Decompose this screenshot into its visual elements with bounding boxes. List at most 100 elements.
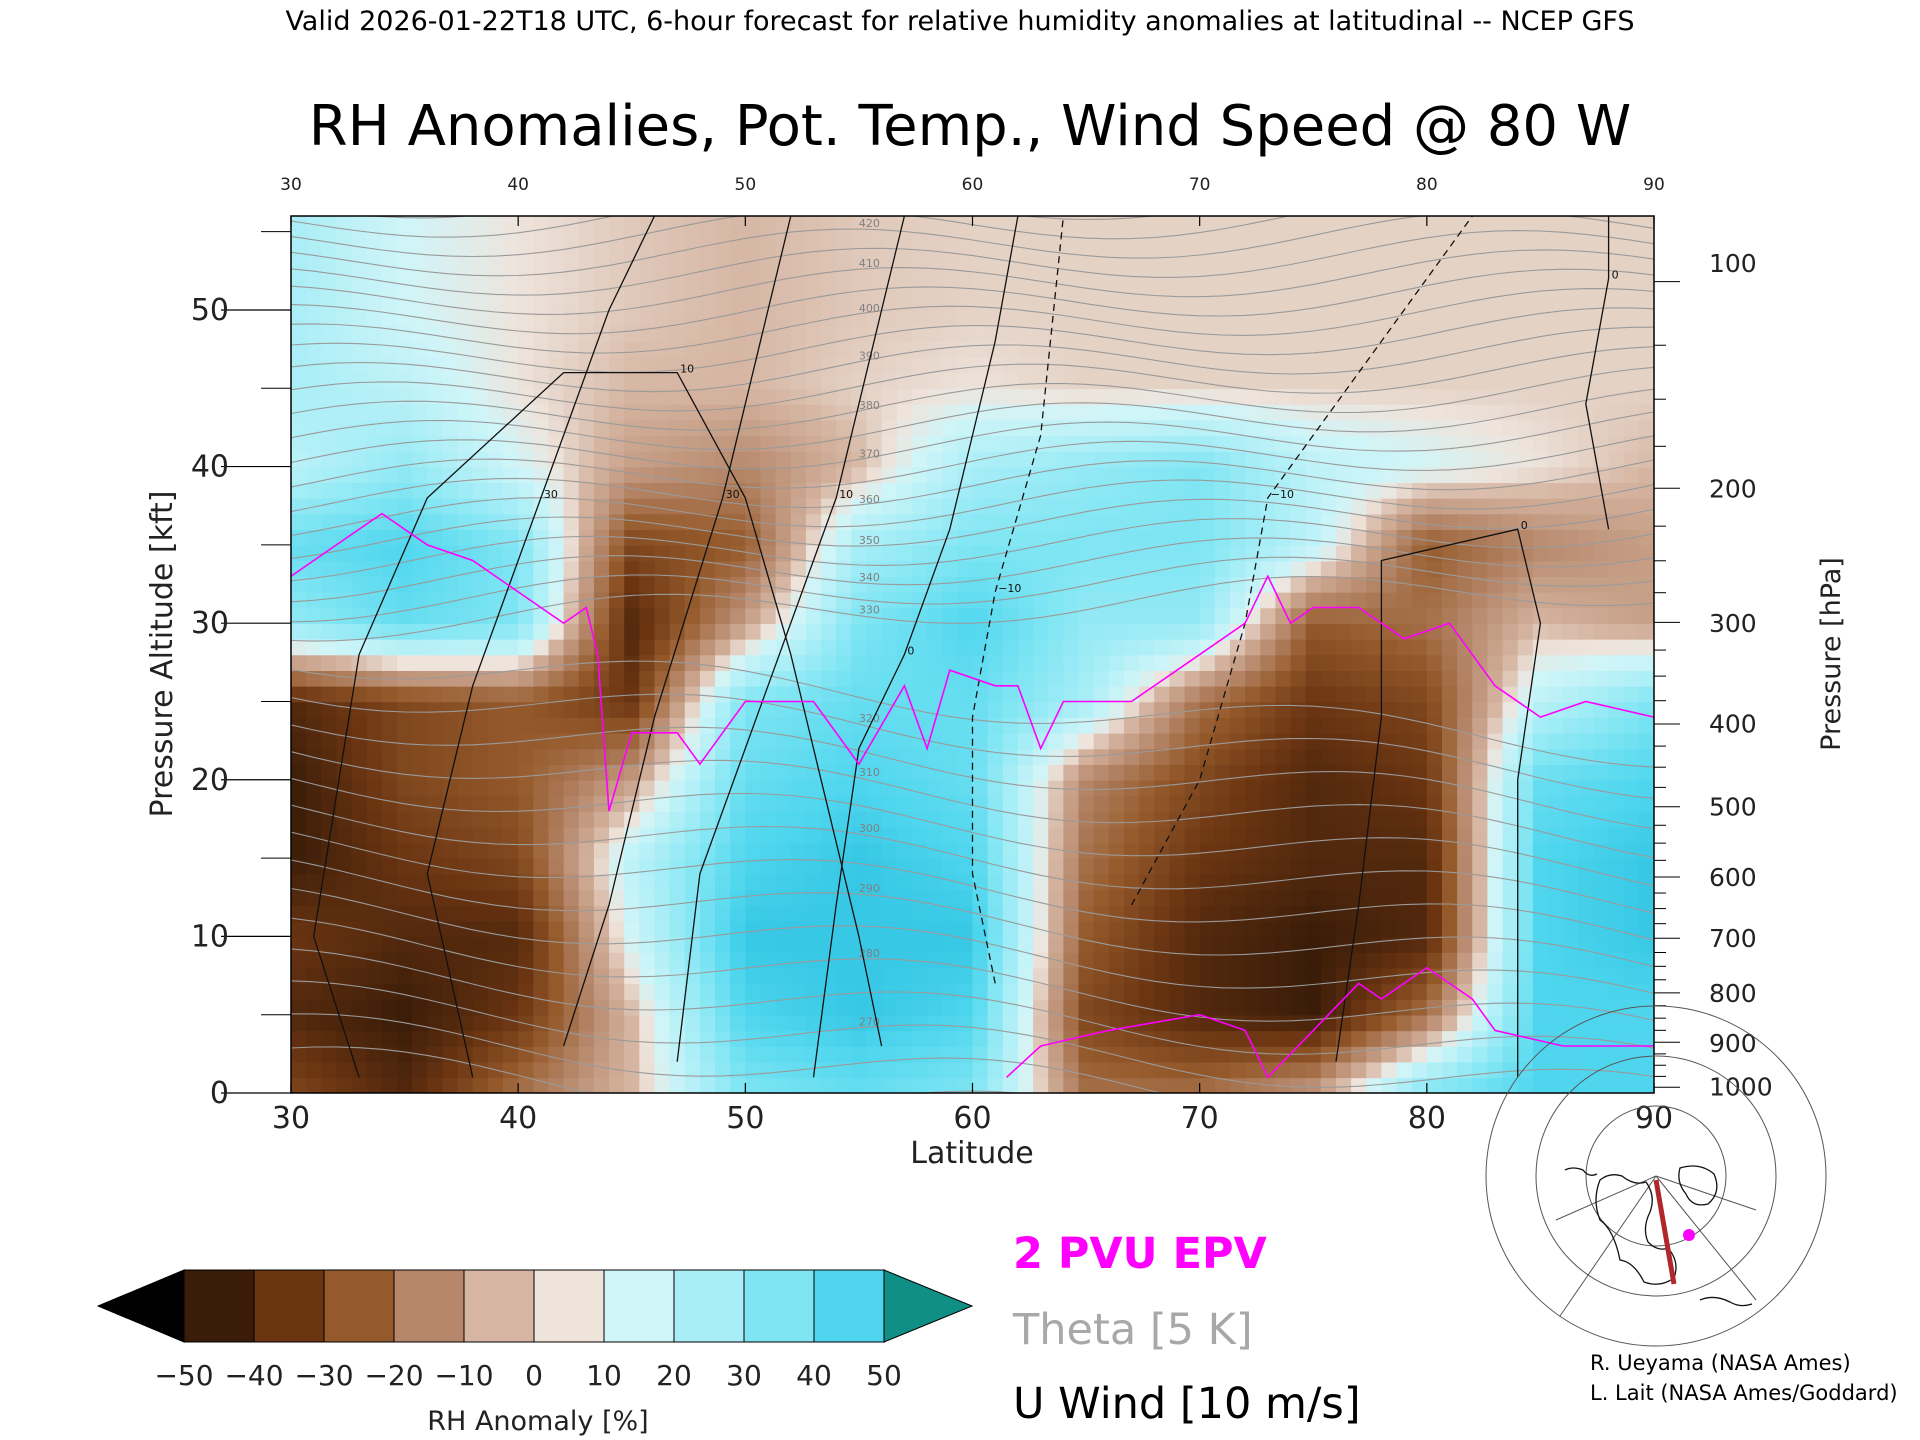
rh-cell xyxy=(775,591,792,609)
rh-cell xyxy=(1623,732,1640,750)
rh-cell xyxy=(836,341,853,358)
rh-cell xyxy=(457,247,474,264)
rh-cell xyxy=(1017,278,1034,296)
rh-cell xyxy=(1154,356,1171,374)
rh-cell xyxy=(1154,341,1171,358)
rh-cell xyxy=(957,544,974,562)
rh-cell xyxy=(1623,341,1640,358)
rh-cell xyxy=(1623,560,1640,577)
rh-cell xyxy=(1199,936,1216,953)
rh-cell xyxy=(1335,435,1352,452)
rh-cell xyxy=(1169,388,1186,405)
rh-cell xyxy=(1351,1014,1368,1032)
rh-cell xyxy=(1441,403,1458,421)
rh-cell xyxy=(487,732,504,750)
rh-cell xyxy=(1002,858,1019,875)
rh-cell xyxy=(1063,999,1080,1016)
rh-cell xyxy=(1093,748,1110,765)
rh-cell xyxy=(1320,576,1337,593)
rh-cell xyxy=(1139,529,1156,546)
rh-cell xyxy=(684,231,701,249)
rh-cell xyxy=(1366,685,1383,703)
rh-cell xyxy=(321,294,338,311)
rh-cell xyxy=(306,529,323,546)
rh-cell xyxy=(533,1077,550,1093)
rh-cell xyxy=(351,936,368,953)
rh-cell xyxy=(1396,764,1413,781)
rh-cell xyxy=(1426,356,1443,374)
rh-cell xyxy=(563,654,580,671)
rh-cell xyxy=(381,1061,398,1079)
rh-cell xyxy=(1502,826,1519,844)
rh-cell xyxy=(1290,262,1307,280)
rh-cell xyxy=(1472,278,1489,296)
rh-cell xyxy=(1199,748,1216,765)
rh-cell xyxy=(1411,388,1428,405)
rh-cell xyxy=(760,795,777,812)
rh-cell xyxy=(851,795,868,812)
rh-cell xyxy=(1608,748,1625,765)
rh-cell xyxy=(896,717,913,734)
rh-cell xyxy=(1578,670,1595,687)
rh-cell xyxy=(412,403,429,421)
rh-cell xyxy=(1017,858,1034,875)
rh-cell xyxy=(321,216,338,233)
rh-cell xyxy=(1093,999,1110,1016)
rh-cell xyxy=(1366,952,1383,969)
rh-cell xyxy=(1154,591,1171,609)
rh-cell xyxy=(563,873,580,891)
rh-cell xyxy=(503,497,519,515)
rh-cell xyxy=(321,372,338,390)
rh-cell xyxy=(911,905,928,922)
rh-cell xyxy=(1229,748,1246,765)
rh-cell xyxy=(1457,920,1474,938)
rh-cell xyxy=(1154,325,1171,343)
rh-cell xyxy=(1169,325,1186,343)
rh-cell xyxy=(1123,858,1140,875)
rh-cell xyxy=(881,732,898,750)
rh-cell xyxy=(1411,591,1428,609)
rh-cell xyxy=(366,403,383,421)
rh-cell xyxy=(669,638,686,656)
rh-cell xyxy=(745,764,762,781)
rh-cell xyxy=(366,842,383,859)
rh-cell xyxy=(1563,576,1580,593)
rh-cell xyxy=(1320,1046,1337,1063)
rh-cell xyxy=(518,858,535,875)
rh-cell xyxy=(1532,247,1549,264)
rh-cell xyxy=(1199,497,1216,515)
rh-cell xyxy=(1002,670,1019,687)
rh-cell xyxy=(1608,701,1625,718)
rh-cell xyxy=(669,826,686,844)
rh-cell xyxy=(1366,779,1383,797)
rh-cell xyxy=(306,952,323,969)
rh-cell xyxy=(1229,294,1246,311)
rh-cell xyxy=(1638,607,1654,624)
rh-cell xyxy=(533,372,550,390)
rh-cell xyxy=(321,435,338,452)
rh-cell xyxy=(533,717,550,734)
rh-cell xyxy=(1305,858,1322,875)
rh-cell xyxy=(1426,1030,1443,1047)
rh-cell xyxy=(927,262,944,280)
rh-cell xyxy=(805,826,822,844)
rh-cell xyxy=(1154,544,1171,562)
rh-cell xyxy=(518,278,535,296)
rh-cell xyxy=(1593,858,1610,875)
rh-cell xyxy=(1229,685,1246,703)
rh-cell xyxy=(518,309,535,327)
rh-cell xyxy=(1214,1077,1231,1093)
rh-cell xyxy=(1078,842,1095,859)
rh-cell xyxy=(397,842,413,859)
rh-cell xyxy=(1472,889,1489,906)
rh-cell xyxy=(1078,623,1095,640)
rh-cell xyxy=(821,560,837,577)
rh-cell xyxy=(684,341,701,358)
rh-cell xyxy=(1335,701,1352,718)
rh-cell xyxy=(291,591,307,609)
rh-cell xyxy=(1245,278,1262,296)
rh-cell xyxy=(1351,701,1368,718)
rh-cell xyxy=(972,811,989,828)
rh-cell xyxy=(896,670,913,687)
rh-cell xyxy=(291,325,307,343)
